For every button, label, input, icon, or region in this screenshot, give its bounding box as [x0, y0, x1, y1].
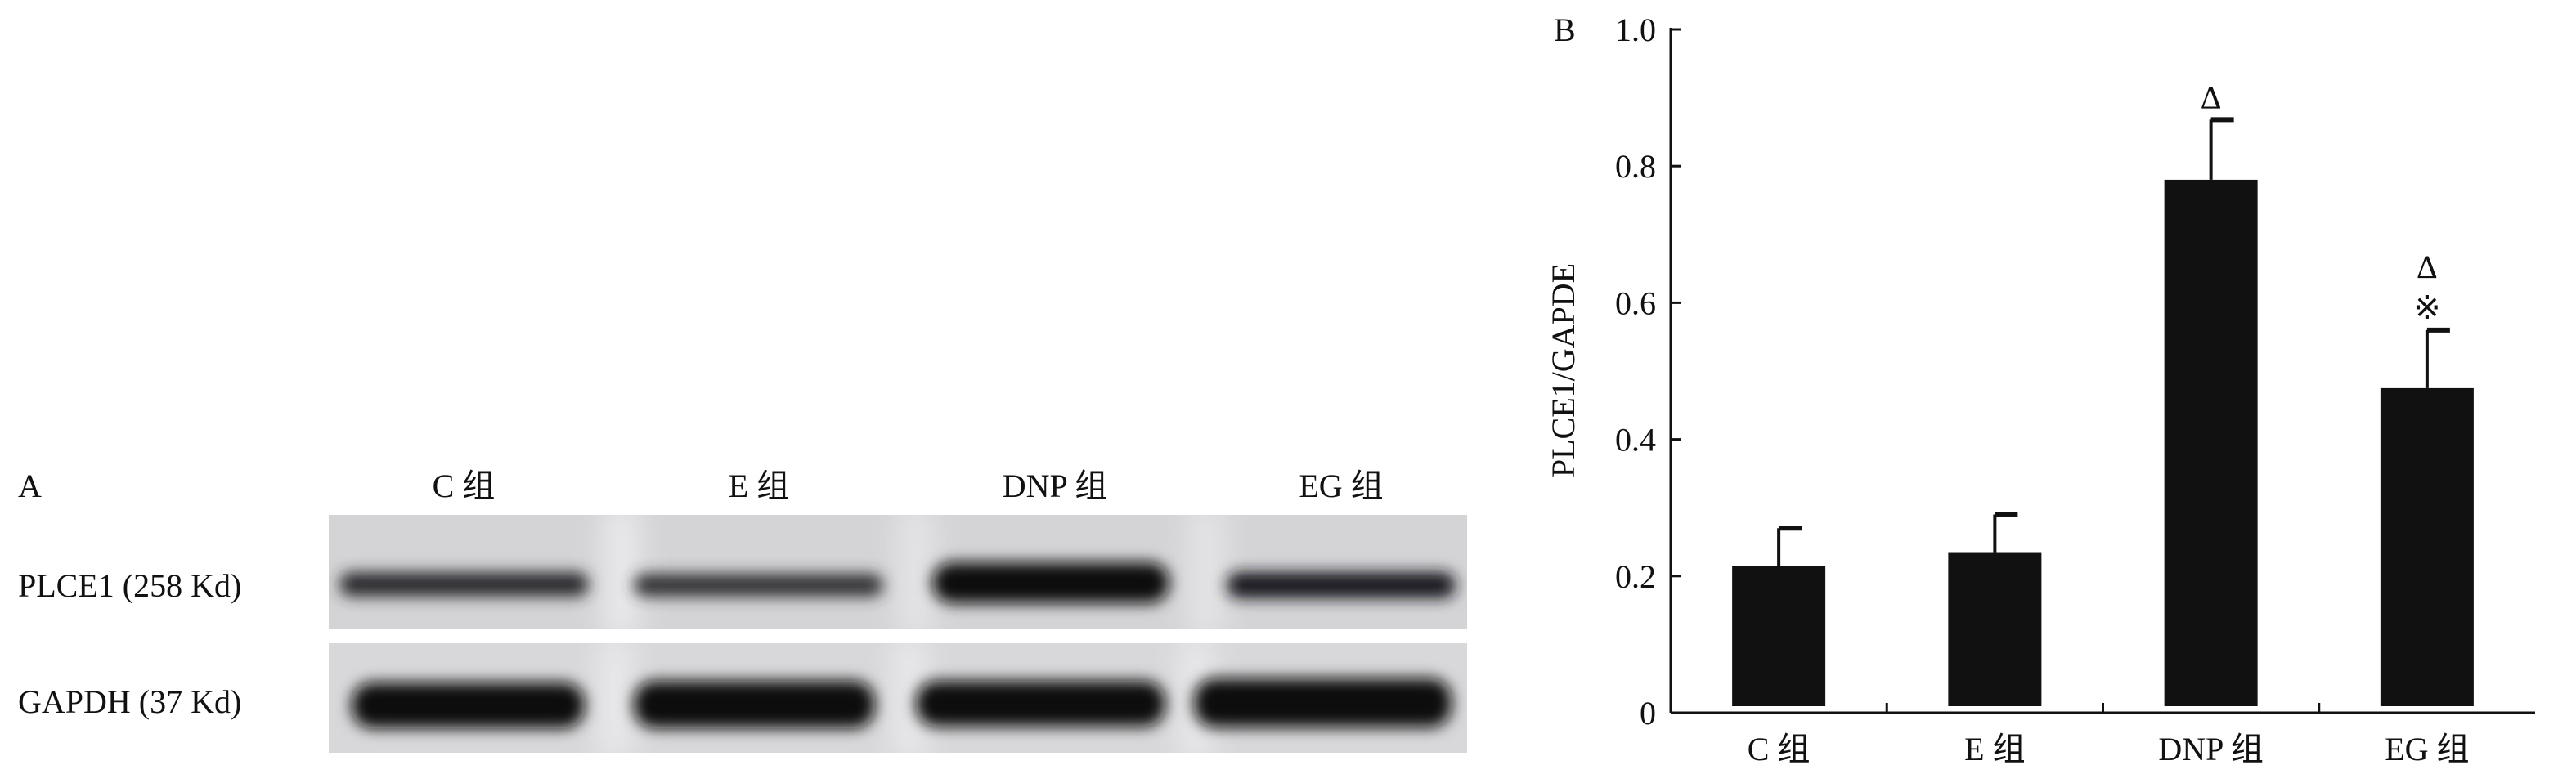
- x-tick-label: EG 组: [2385, 731, 2469, 767]
- band-plce1-e: [634, 574, 883, 597]
- bar: [1948, 552, 2042, 706]
- band-plce1-dnp: [932, 562, 1169, 603]
- band-gapdh-c: [352, 682, 585, 728]
- bar-chart: B PLCE1/GAPDE 0 0.2 0.4 0.6 0.8 1.0 C 组 E 组 DNP…: [1545, 11, 2535, 767]
- y-tick-label: 0.8: [1615, 148, 1656, 185]
- row-label-gapdh: GAPDH (37 Kd): [18, 683, 241, 720]
- panel-b-label: B: [1554, 11, 1576, 48]
- blot-plce1: [329, 515, 1467, 629]
- band-gapdh-dnp: [916, 681, 1165, 727]
- significance-marker: ※: [2413, 289, 2441, 326]
- lane-label-c: C 组: [433, 468, 496, 504]
- significance-marker: Δ: [2201, 78, 2222, 115]
- y-tick-label: 0.2: [1615, 558, 1656, 595]
- band-plce1-eg: [1227, 572, 1456, 598]
- row-label-plce1: PLCE1 (258 Kd): [18, 567, 241, 604]
- x-tick-label: DNP 组: [2158, 731, 2264, 767]
- y-tick-label: 0.6: [1615, 284, 1656, 321]
- band-plce1-c: [339, 572, 589, 597]
- y-tick-label: 0: [1640, 695, 1656, 732]
- bar: [1732, 566, 1826, 706]
- y-tick-label: 1.0: [1615, 11, 1656, 48]
- band-gapdh-eg: [1194, 678, 1452, 727]
- bar: [2380, 387, 2474, 706]
- lane-label-dnp: DNP 组: [1003, 468, 1108, 504]
- lane-label-e: E 组: [729, 468, 789, 504]
- y-tick-label: 0.4: [1615, 422, 1656, 459]
- x-tick-label: E 组: [1964, 731, 2025, 767]
- significance-marker: Δ: [2417, 248, 2438, 285]
- band-gapdh-e: [634, 681, 875, 728]
- y-axis-label: PLCE1/GAPDE: [1545, 263, 1582, 477]
- x-tick-label: C 组: [1748, 731, 1811, 767]
- lane-label-eg: EG 组: [1299, 468, 1383, 504]
- bar: [2164, 179, 2258, 707]
- blot-gapdh: [329, 643, 1467, 753]
- western-blot-panel: A C 组 E 组 DNP 组 EG 组 PLCE1 (258 Kd) GAPD…: [18, 468, 1467, 753]
- panel-a-label: A: [18, 468, 42, 504]
